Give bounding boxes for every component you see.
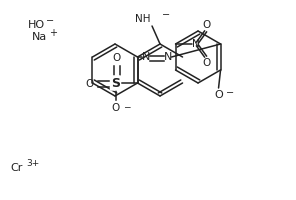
Text: O: O	[202, 20, 211, 30]
Text: O: O	[202, 58, 211, 68]
Text: −: −	[46, 16, 54, 26]
Text: O: O	[85, 79, 94, 89]
Text: O: O	[214, 90, 223, 100]
Text: +: +	[49, 28, 57, 38]
Text: N: N	[163, 52, 172, 62]
Text: Cr: Cr	[10, 163, 22, 173]
Text: S: S	[111, 77, 120, 90]
Text: HO: HO	[28, 20, 45, 30]
Text: N: N	[192, 39, 199, 49]
Text: NH: NH	[135, 14, 150, 24]
Text: −: −	[123, 102, 130, 111]
Text: O: O	[111, 103, 120, 113]
Text: 3+: 3+	[26, 158, 39, 168]
Text: O: O	[112, 53, 121, 63]
Text: N: N	[141, 52, 150, 62]
Text: Na: Na	[32, 32, 47, 42]
Text: −: −	[162, 10, 170, 20]
Text: −: −	[226, 88, 234, 98]
